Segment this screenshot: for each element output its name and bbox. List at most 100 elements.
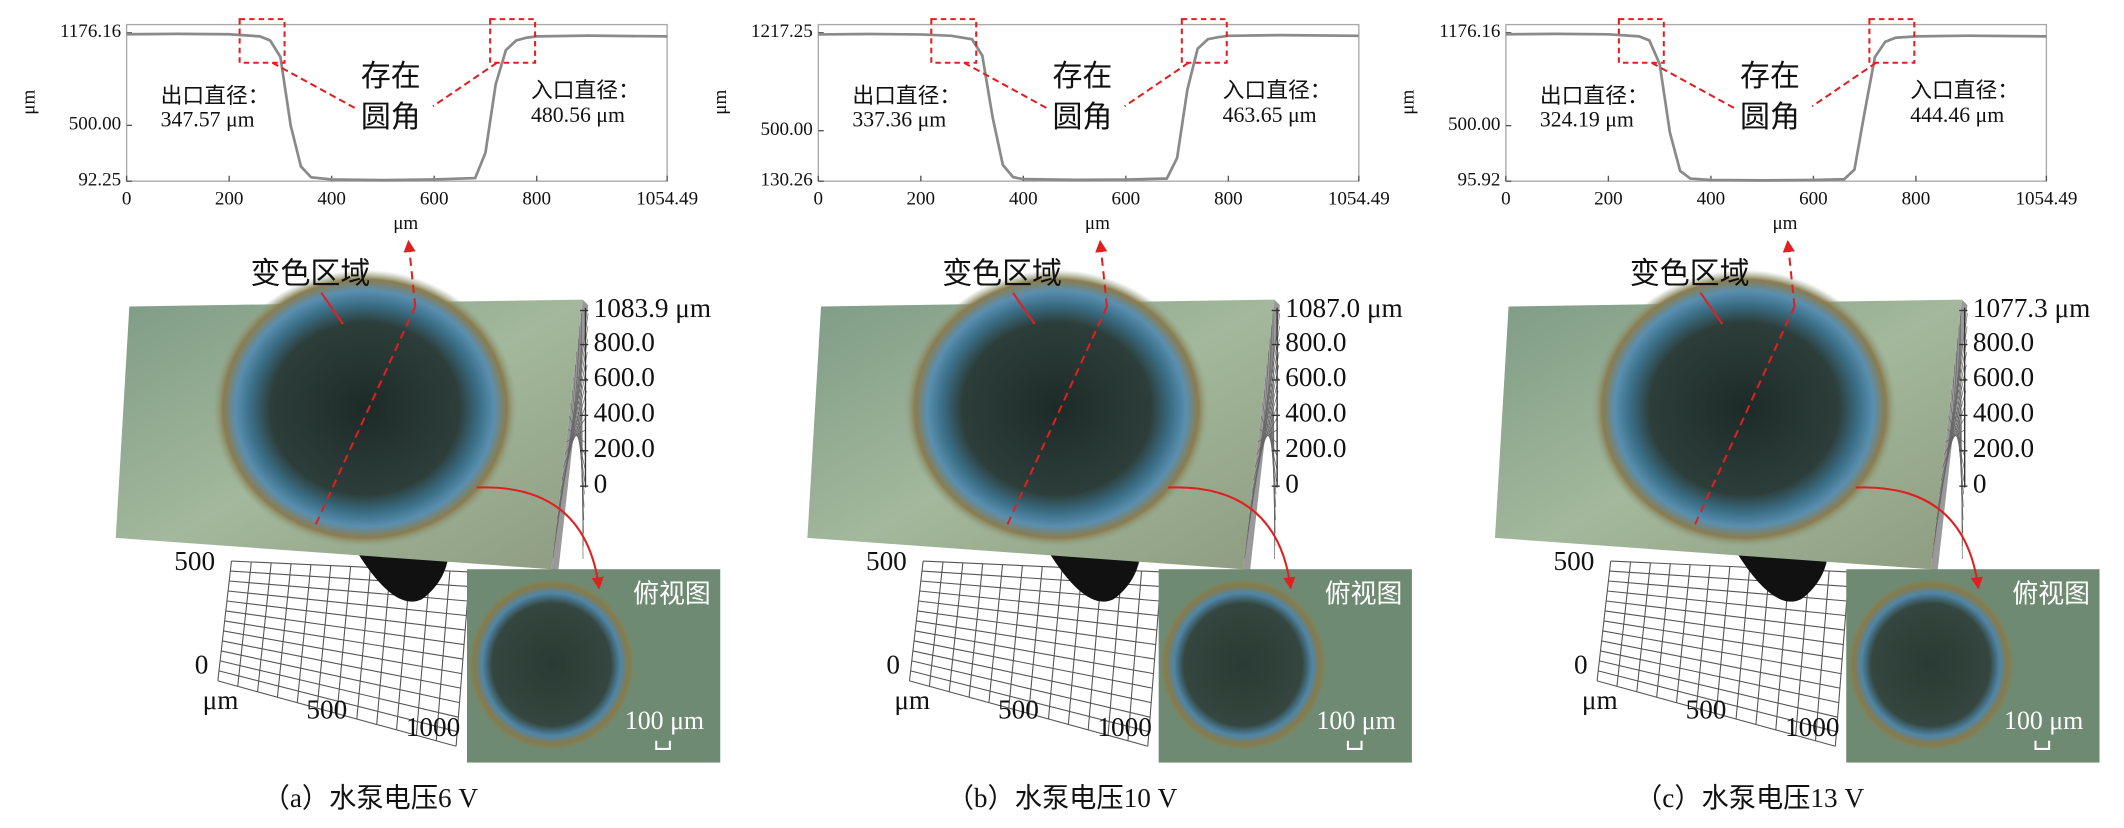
wall-hatch <box>1259 428 1278 443</box>
plot-frame <box>817 23 1360 182</box>
z-tick-label: 200.0 <box>1285 433 1346 463</box>
y-axis-label: μm <box>18 90 39 115</box>
x-tick-label: 400 <box>1009 189 1038 210</box>
crater <box>904 269 1210 548</box>
scale-bar <box>2034 740 2051 750</box>
corner-box <box>930 18 978 64</box>
y-axis-label: μm <box>710 90 731 115</box>
region-pointer <box>320 292 344 325</box>
region-pointer <box>1699 292 1724 325</box>
z-tick-label: 0 <box>594 468 608 498</box>
annotation: 存在 <box>1052 60 1112 93</box>
corner-box <box>489 18 537 64</box>
wall-hatch <box>1253 390 1279 481</box>
floor-grid <box>1598 670 1837 733</box>
wall-hatch <box>1946 428 1965 443</box>
annotation: 出口直径： <box>161 84 270 108</box>
floor-label: 500 <box>1554 546 1595 576</box>
profile-line <box>818 32 1359 182</box>
annotation: 347.57 μm <box>161 107 255 131</box>
scale-bar-label: 100 μm <box>2004 706 2083 735</box>
floor-label: μm <box>203 685 239 715</box>
connector <box>271 61 358 110</box>
x-tick-label: 800 <box>1902 189 1931 210</box>
x-tick-label: 600 <box>1112 189 1141 210</box>
x-tick-label: 600 <box>420 189 449 210</box>
y-tick-label: 1176.16 <box>60 21 121 42</box>
wall-hatch <box>561 390 587 481</box>
floor-grid <box>1602 630 1842 675</box>
wall-hatch <box>1250 364 1280 507</box>
connector <box>1811 61 1877 108</box>
view-arrow <box>1855 486 1983 590</box>
crater <box>1591 269 1897 548</box>
floor-grid <box>910 670 1150 733</box>
floor-grid <box>911 660 1151 718</box>
annotation: 存在 <box>1740 60 1800 93</box>
annotation: 出口直径： <box>852 84 961 108</box>
z-tick-label: 1083.9 μm <box>594 293 711 323</box>
wall-hatch <box>580 312 584 560</box>
wall-hatch <box>1247 339 1280 533</box>
y-tick-label: 500.00 <box>69 114 121 135</box>
x-axis-label: μm <box>1772 213 1797 234</box>
connector <box>963 61 1049 110</box>
wall-hatch <box>562 403 587 468</box>
annotation: 圆角 <box>1740 101 1800 134</box>
inset-title: 俯视图 <box>2012 579 2090 608</box>
floor-label: 500 <box>866 546 907 576</box>
z-tick-label: 600.0 <box>1973 362 2034 392</box>
floor-grid <box>1127 570 1143 741</box>
floor-grid <box>223 630 462 675</box>
y-tick-label: 130.26 <box>760 170 812 191</box>
floor-label: μm <box>1582 685 1618 715</box>
floor-grid <box>1599 660 1838 718</box>
x-tick-label: 400 <box>317 189 346 210</box>
floor-grid <box>219 660 459 718</box>
x-tick-label: 0 <box>1501 189 1511 210</box>
floor-grid <box>217 680 457 747</box>
x-tick-label: 200 <box>215 189 244 210</box>
x-tick-label: 1054.49 <box>636 189 698 210</box>
floor-label: 1000 <box>1097 712 1151 742</box>
region-pointer <box>1012 292 1036 325</box>
z-tick-label: 200.0 <box>1973 433 2034 463</box>
floor-label: 500 <box>1686 694 1727 724</box>
annotation: 463.65 μm <box>1223 103 1317 127</box>
z-tick-label: 800.0 <box>594 327 655 357</box>
wall-hatch <box>1945 429 1966 443</box>
floor-label: 0 <box>1574 649 1588 679</box>
annotation: 入口直径： <box>531 79 640 103</box>
wall-hatch <box>567 428 586 443</box>
wall-hatch <box>1251 377 1279 494</box>
x-tick-label: 1054.49 <box>1328 189 1390 210</box>
x-tick-label: 800 <box>522 189 551 210</box>
x-tick-label: 0 <box>122 189 132 210</box>
region-label: 变色区域 <box>1630 257 1750 290</box>
floor-label: μm <box>894 685 930 715</box>
x-axis-label: μm <box>1085 213 1110 234</box>
scale-bar-label: 100 μm <box>1316 706 1395 735</box>
z-tick-label: 400.0 <box>1285 398 1346 428</box>
y-axis-label: μm <box>1398 90 1419 115</box>
inset-hole <box>1158 577 1328 752</box>
z-tick-label: 800.0 <box>1285 327 1346 357</box>
y-tick-label: 500.00 <box>1448 114 1500 135</box>
x-tick-label: 200 <box>907 189 936 210</box>
floor-grid <box>916 620 1155 660</box>
floor-grid <box>435 570 451 741</box>
x-tick-label: 0 <box>814 189 824 210</box>
z-tick-label: 200.0 <box>594 433 655 463</box>
z-tick-label: 400.0 <box>594 398 655 428</box>
crater <box>212 269 518 548</box>
z-tick-label: 600.0 <box>594 362 655 392</box>
floor-grid <box>1603 620 1843 660</box>
y-tick-label: 1176.16 <box>1439 21 1500 42</box>
region-label: 变色区域 <box>942 257 1062 290</box>
x-tick-label: 800 <box>1214 189 1243 210</box>
y-tick-label: 1217.25 <box>751 21 813 42</box>
y-tick-label: 95.92 <box>1458 170 1501 191</box>
floor-grid <box>224 620 464 660</box>
annotation: 圆角 <box>1052 101 1112 134</box>
